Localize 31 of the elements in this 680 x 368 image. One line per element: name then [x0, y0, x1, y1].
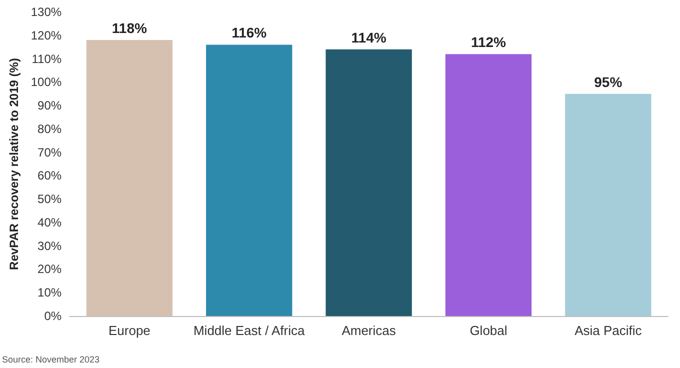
y-tick-label: 50% [38, 192, 62, 206]
y-tick-label: 20% [38, 262, 62, 276]
y-axis-title: RevPAR recovery relative to 2019 (%) [7, 58, 21, 270]
data-label: 112% [470, 34, 507, 50]
y-tick-label: 100% [30, 75, 62, 90]
y-tick-label: 110% [32, 52, 62, 66]
x-tick-label: Asia Pacific [574, 323, 642, 338]
x-tick-label: Europe [108, 323, 150, 338]
y-tick-label: 130% [30, 5, 62, 19]
y-tick-label: 120% [30, 28, 62, 42]
data-label: 116% [232, 24, 268, 41]
y-tick-label: 30% [38, 238, 62, 253]
data-label: 114% [351, 29, 387, 46]
data-label: 118% [112, 20, 148, 36]
y-tick-label: 70% [38, 145, 62, 160]
bar [86, 40, 173, 316]
x-tick-label: Americas [342, 323, 396, 338]
bar [326, 49, 412, 316]
data-label: 95% [594, 74, 623, 90]
bar [206, 44, 292, 316]
y-tick-label: 40% [38, 215, 62, 230]
source-note: Source: November 2023 [2, 354, 100, 364]
bar [565, 94, 652, 316]
y-tick-label: 90% [38, 98, 62, 113]
y-tick-label: 80% [38, 122, 62, 136]
y-tick-label: 60% [38, 168, 62, 183]
x-tick-label: Middle East / Africa [193, 323, 306, 338]
bar [445, 54, 532, 316]
y-tick-label: 10% [38, 286, 62, 300]
x-tick-label: Global [470, 323, 508, 338]
y-tick-label: 0% [44, 309, 62, 323]
